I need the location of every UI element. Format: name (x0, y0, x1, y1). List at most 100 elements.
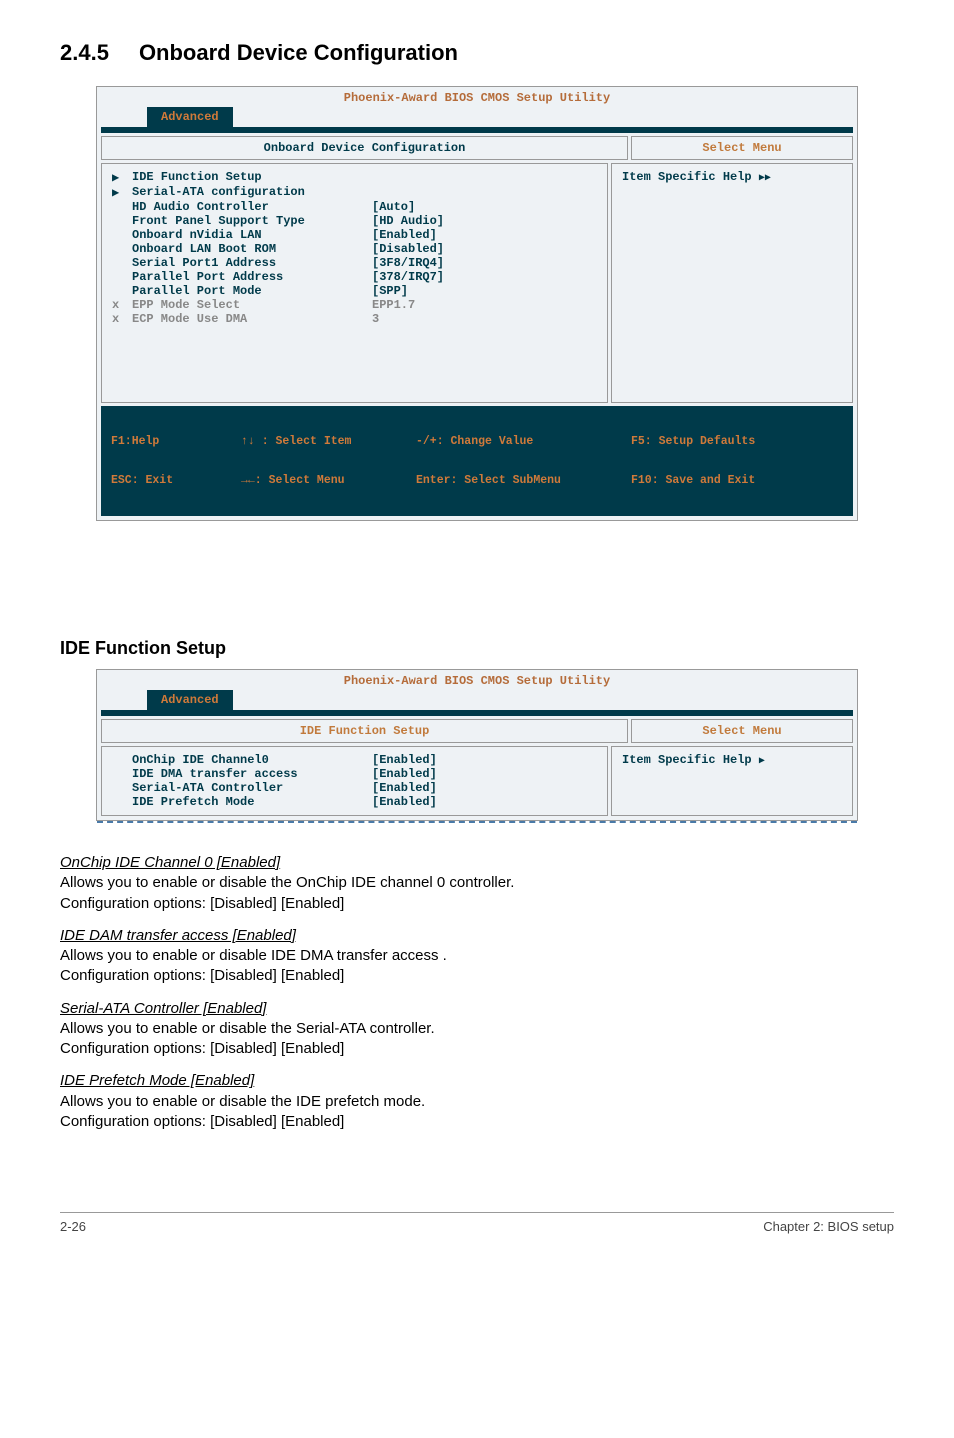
bios-setting-row[interactable]: Front Panel Support Type[HD Audio] (112, 214, 597, 228)
row-value: [Enabled] (372, 753, 437, 767)
bios-setting-row[interactable]: Serial-ATA Controller[Enabled] (112, 781, 597, 795)
bios-subheader: Onboard Device Configuration Select Menu (101, 136, 853, 160)
chapter-label: Chapter 2: BIOS setup (763, 1219, 894, 1234)
bios-setting-row[interactable]: IDE Prefetch Mode[Enabled] (112, 795, 597, 809)
bios-setting-row[interactable]: xECP Mode Use DMA3 (112, 312, 597, 326)
item-specific-help: Item Specific Help (622, 170, 759, 184)
row-marker (112, 270, 132, 284)
row-value: [HD Audio] (372, 214, 444, 228)
row-label: HD Audio Controller (132, 200, 372, 214)
config-item-title: IDE DAM transfer access [Enabled] (60, 926, 894, 946)
config-item-desc: Allows you to enable or disable the Seri… (60, 1019, 894, 1039)
explanation-text: OnChip IDE Channel 0 [Enabled]Allows you… (60, 853, 894, 1132)
panel-title: Onboard Device Configuration (101, 136, 628, 160)
select-submenu-key: Enter: Select SubMenu (416, 474, 631, 487)
bios-setting-row[interactable]: ▶Serial-ATA configuration (112, 185, 597, 200)
row-label: Parallel Port Address (132, 270, 372, 284)
row-label: EPP Mode Select (132, 298, 372, 312)
bios-settings-list-2: OnChip IDE Channel0[Enabled] IDE DMA tra… (101, 746, 608, 816)
row-label: Parallel Port Mode (132, 284, 372, 298)
page-number: 2-26 (60, 1219, 86, 1234)
bios-setting-row[interactable]: IDE DMA transfer access[Enabled] (112, 767, 597, 781)
row-label: Serial-ATA configuration (132, 185, 372, 200)
row-marker (112, 200, 132, 214)
row-label: OnChip IDE Channel0 (132, 753, 372, 767)
bios-setting-row[interactable]: Parallel Port Address[378/IRQ7] (112, 270, 597, 284)
config-item-options: Configuration options: [Disabled] [Enabl… (60, 1112, 894, 1132)
panel-title-2: IDE Function Setup (101, 719, 628, 743)
bios-tab-row: Advanced (97, 107, 857, 127)
bios-setting-row[interactable]: HD Audio Controller[Auto] (112, 200, 597, 214)
row-marker (112, 795, 132, 809)
bios-setting-row[interactable]: xEPP Mode SelectEPP1.7 (112, 298, 597, 312)
section-heading: 2.4.5 Onboard Device Configuration (60, 40, 894, 66)
row-value: [Auto] (372, 200, 415, 214)
section-number: 2.4.5 (60, 40, 109, 66)
row-label: Front Panel Support Type (132, 214, 372, 228)
config-item-desc: Allows you to enable or disable the OnCh… (60, 873, 894, 893)
bios-footer-bar: F1:Help ESC: Exit ↑↓ : Select Item →←: S… (101, 406, 853, 516)
exit-key: ESC: Exit (111, 474, 241, 487)
section-title: Onboard Device Configuration (139, 40, 458, 66)
ide-function-setup-heading: IDE Function Setup (60, 638, 894, 659)
bios-help-panel-2: Item Specific Help ▶ (611, 746, 853, 816)
bios-setting-row[interactable]: Parallel Port Mode[SPP] (112, 284, 597, 298)
select-menu-key: →←: Select Menu (241, 474, 416, 487)
dashed-divider (97, 821, 857, 823)
config-item-options: Configuration options: [Disabled] [Enabl… (60, 1039, 894, 1059)
bios-setting-row[interactable]: ▶IDE Function Setup (112, 170, 597, 185)
row-label: IDE DMA transfer access (132, 767, 372, 781)
row-label: IDE Prefetch Mode (132, 795, 372, 809)
row-marker (112, 767, 132, 781)
row-marker: ▶ (112, 185, 132, 200)
bios-help-panel: Item Specific Help ▶▶ (611, 163, 853, 403)
row-value: EPP1.7 (372, 298, 415, 312)
config-item-title: OnChip IDE Channel 0 [Enabled] (60, 853, 894, 873)
select-menu-header-2: Select Menu (631, 719, 853, 743)
bios-nav-strip-2 (101, 710, 853, 716)
bios-utility-title-2: Phoenix-Award BIOS CMOS Setup Utility (97, 670, 857, 688)
tab-advanced[interactable]: Advanced (147, 107, 233, 127)
row-marker (112, 284, 132, 298)
change-value-key: -/+: Change Value (416, 435, 631, 448)
bios-setting-row[interactable]: Onboard nVidia LAN[Enabled] (112, 228, 597, 242)
row-value: [Enabled] (372, 767, 437, 781)
row-marker (112, 242, 132, 256)
row-value: [3F8/IRQ4] (372, 256, 444, 270)
row-value: 3 (372, 312, 379, 326)
bios-nav-strip (101, 127, 853, 133)
row-marker: x (112, 298, 132, 312)
config-item-desc: Allows you to enable or disable IDE DMA … (60, 946, 894, 966)
arrow-icon: ▶▶ (759, 173, 771, 184)
bios-ide-function-setup: Phoenix-Award BIOS CMOS Setup Utility Ad… (96, 669, 858, 821)
bios-settings-list: ▶IDE Function Setup▶Serial-ATA configura… (101, 163, 608, 403)
bios-setting-row[interactable]: Onboard LAN Boot ROM[Disabled] (112, 242, 597, 256)
tab-advanced-2[interactable]: Advanced (147, 690, 233, 710)
config-item-title: Serial-ATA Controller [Enabled] (60, 999, 894, 1019)
row-marker (112, 228, 132, 242)
arrow-icon-2: ▶ (759, 756, 765, 767)
row-marker: ▶ (112, 170, 132, 185)
bios-utility-title: Phoenix-Award BIOS CMOS Setup Utility (97, 87, 857, 105)
row-value: [Enabled] (372, 781, 437, 795)
row-value: [SPP] (372, 284, 408, 298)
row-value: [378/IRQ7] (372, 270, 444, 284)
config-item-title: IDE Prefetch Mode [Enabled] (60, 1071, 894, 1091)
config-item-desc: Allows you to enable or disable the IDE … (60, 1092, 894, 1112)
row-label: Onboard nVidia LAN (132, 228, 372, 242)
row-value: [Enabled] (372, 228, 437, 242)
bios-setting-row[interactable]: OnChip IDE Channel0[Enabled] (112, 753, 597, 767)
config-item-options: Configuration options: [Disabled] [Enabl… (60, 894, 894, 914)
row-label: Serial-ATA Controller (132, 781, 372, 795)
row-label: Onboard LAN Boot ROM (132, 242, 372, 256)
save-exit-key: F10: Save and Exit (631, 474, 755, 487)
row-marker (112, 753, 132, 767)
select-menu-header: Select Menu (631, 136, 853, 160)
row-marker (112, 256, 132, 270)
setup-defaults-key: F5: Setup Defaults (631, 435, 755, 448)
bios-subheader-2: IDE Function Setup Select Menu (101, 719, 853, 743)
row-marker (112, 214, 132, 228)
bios-setting-row[interactable]: Serial Port1 Address[3F8/IRQ4] (112, 256, 597, 270)
row-marker (112, 781, 132, 795)
help-key: F1:Help (111, 435, 241, 448)
